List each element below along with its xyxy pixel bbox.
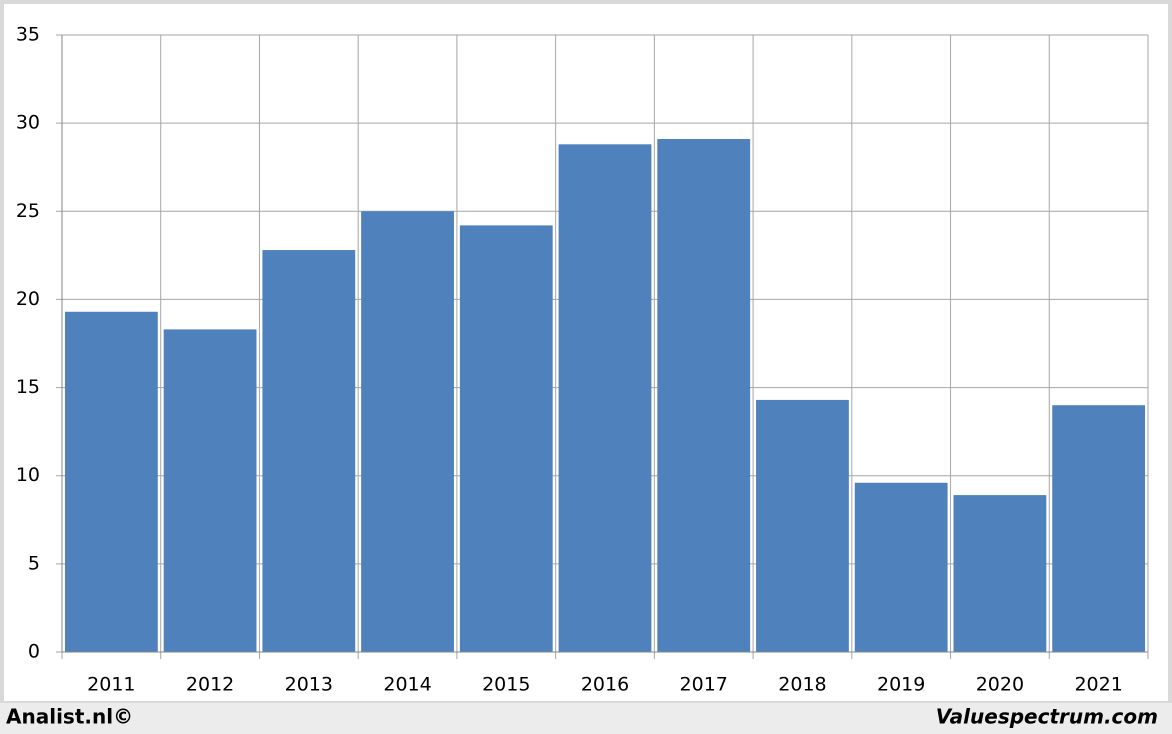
y-tick-label: 5	[28, 552, 40, 574]
bar	[558, 144, 652, 652]
bar	[953, 495, 1047, 652]
bar	[361, 211, 454, 653]
footer-right: Valuespectrum.com	[936, 705, 1158, 729]
x-tick-label: 2018	[778, 674, 826, 696]
x-tick-label: 2011	[87, 674, 135, 696]
y-tick-label: 10	[16, 464, 40, 486]
x-tick-label: 2014	[383, 674, 431, 696]
footer-left: Analist.nl©	[6, 705, 133, 729]
x-tick-label: 2015	[482, 674, 530, 696]
bar	[854, 482, 948, 652]
y-tick-label: 25	[16, 200, 40, 222]
bar	[64, 311, 158, 652]
x-tick-label: 2020	[976, 674, 1024, 696]
y-tick-label: 35	[16, 24, 40, 46]
bar	[756, 399, 849, 652]
x-tick-label: 2019	[877, 674, 925, 696]
y-tick-label: 15	[16, 376, 40, 398]
bar	[657, 139, 751, 653]
bar	[1052, 405, 1146, 652]
y-tick-label: 0	[28, 641, 40, 663]
footer-band	[0, 703, 1172, 734]
y-tick-label: 30	[16, 112, 40, 134]
x-tick-label: 2012	[186, 674, 234, 696]
bar	[163, 329, 257, 652]
x-tick-label: 2013	[285, 674, 333, 696]
bar	[459, 225, 553, 653]
bar	[262, 250, 356, 652]
x-tick-label: 2021	[1074, 674, 1122, 696]
x-tick-label: 2017	[680, 674, 728, 696]
y-tick-label: 20	[16, 288, 40, 310]
x-tick-label: 2016	[581, 674, 629, 696]
